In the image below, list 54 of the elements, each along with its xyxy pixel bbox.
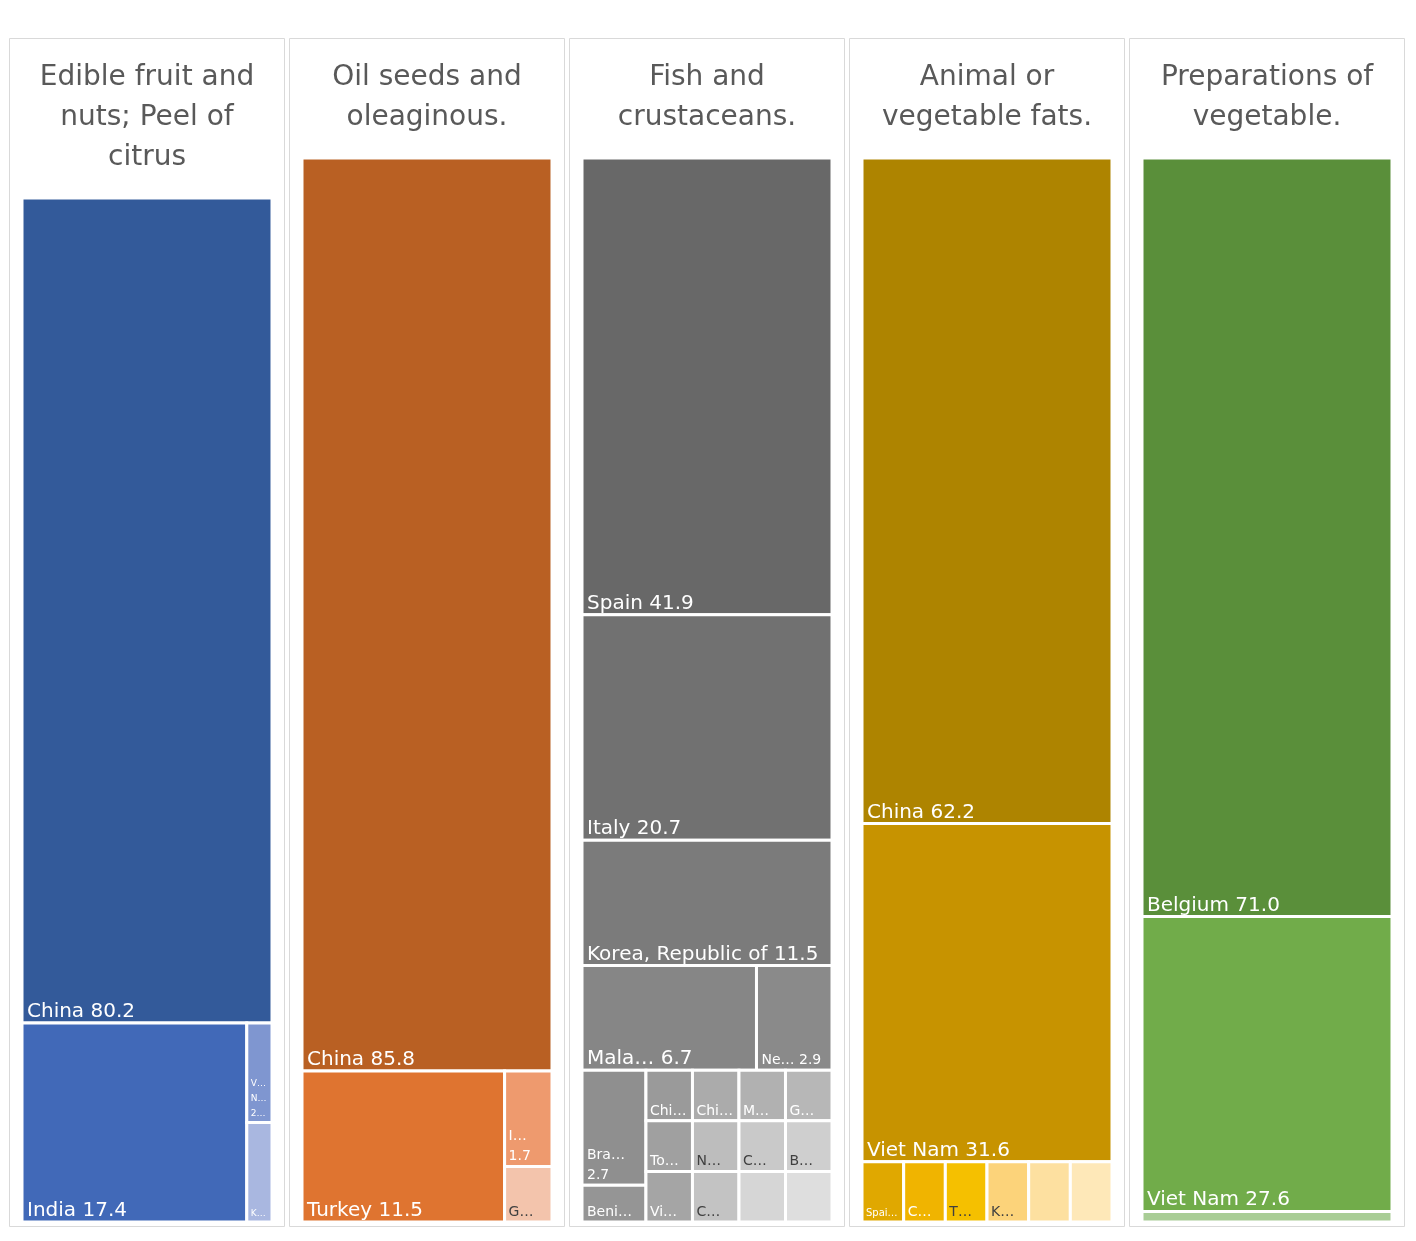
- category-label: China: [307, 1046, 365, 1070]
- data-label: 2…: [250, 1108, 266, 1119]
- category-label: Chi…: [649, 1101, 687, 1118]
- category-label: G…: [508, 1203, 534, 1219]
- data-label: 62.2: [930, 798, 976, 823]
- category-label: V… N…: [250, 1078, 267, 1104]
- category-label: N…: [696, 1152, 721, 1169]
- category-label: China: [867, 798, 925, 823]
- category-label: Spai…: [866, 1207, 898, 1218]
- category-label: M…: [742, 1101, 770, 1118]
- category-label: G…: [789, 1101, 815, 1118]
- category-label: Italy: [587, 815, 631, 840]
- category-label: K…: [250, 1208, 266, 1218]
- data-label: 20.7: [636, 815, 682, 840]
- category-label: Viet Nam: [867, 1136, 960, 1161]
- data-label: 85.8: [370, 1046, 416, 1070]
- data-label: 27.6: [1245, 1186, 1290, 1211]
- category-label: Belgium: [1147, 891, 1229, 916]
- category-label: Viet Nam: [1147, 1186, 1240, 1211]
- text: Preparations of vegetable.: [1160, 59, 1375, 133]
- data-label: 17.4: [82, 1197, 127, 1221]
- category-label: C…: [696, 1203, 721, 1219]
- text: Oil seeds and oleaginous.: [332, 59, 522, 133]
- data-label: 80.2: [90, 997, 136, 1022]
- category-label: India: [27, 1197, 77, 1221]
- category-label: K…: [991, 1203, 1015, 1219]
- data-label: 71.0: [1235, 891, 1280, 916]
- category-label: C…: [907, 1203, 932, 1219]
- category-label: B…: [789, 1152, 814, 1169]
- category-label: Chi…: [696, 1101, 734, 1118]
- category-label: C…: [742, 1152, 767, 1169]
- category-label: Beni…: [587, 1203, 632, 1219]
- data-label: 11.5: [773, 940, 819, 965]
- category-label: China: [27, 997, 85, 1022]
- category-label: Bra…: [587, 1146, 625, 1163]
- data-label: 2.7: [587, 1166, 610, 1183]
- text: Animal or vegetable fats.: [881, 59, 1093, 133]
- category-label: I…: [508, 1127, 527, 1144]
- category-label: Mala…: [587, 1045, 655, 1070]
- category-label: Turkey: [306, 1197, 373, 1221]
- category-label: Vi…: [649, 1203, 678, 1219]
- text: Edible fruit and nuts; Peel of citrus: [39, 59, 255, 173]
- category-label: To…: [648, 1152, 679, 1169]
- category-label: Spain: [587, 589, 643, 614]
- data-label: 31.6: [965, 1136, 1010, 1161]
- category-label: T…: [948, 1203, 972, 1219]
- data-label: 6.7: [660, 1045, 693, 1070]
- text: Fish and crustaceans.: [617, 59, 797, 133]
- data-label: 11.5: [378, 1197, 423, 1221]
- category-label: Ne…: [761, 1051, 795, 1068]
- category-label: Korea, Republic of: [587, 940, 769, 965]
- data-label: 41.9: [649, 589, 694, 614]
- data-label: 2.9: [799, 1051, 822, 1068]
- data-label: 1.7: [508, 1147, 531, 1164]
